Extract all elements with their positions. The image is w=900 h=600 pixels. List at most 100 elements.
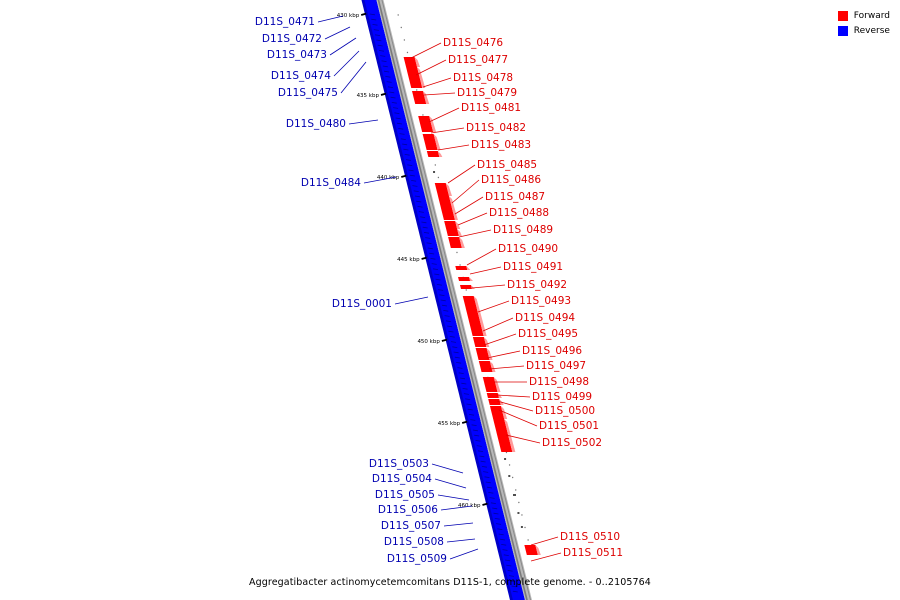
scale-tick	[482, 502, 488, 506]
forward-label-leader	[454, 196, 484, 215]
reverse-gene-boundary	[394, 112, 400, 114]
forward-gene-block-edge	[433, 134, 441, 150]
reverse-gene-label[interactable]: D11S_0480	[286, 118, 346, 130]
feature-dot	[521, 514, 523, 516]
reverse-gene-boundary	[434, 273, 440, 276]
forward-gene-label[interactable]: D11S_0485	[477, 159, 537, 171]
forward-gene-block-edge	[483, 337, 490, 347]
reverse-gene-boundary	[429, 252, 435, 255]
reverse-label-leader	[443, 522, 474, 527]
forward-gene-label[interactable]: D11S_0478	[453, 72, 513, 84]
forward-gene-label[interactable]: D11S_0500	[535, 405, 595, 417]
reverse-label-leader	[449, 548, 479, 560]
reverse-gene-boundary	[459, 377, 466, 380]
reverse-strand-track	[363, 0, 525, 600]
reverse-label-leader	[348, 119, 379, 125]
reverse-gene-label[interactable]: D11S_0471	[255, 16, 315, 28]
forward-gene-block	[434, 183, 449, 196]
reverse-label-leader	[329, 37, 357, 56]
reverse-gene-boundary	[371, 18, 377, 21]
reverse-gene-label[interactable]: D11S_0507	[381, 520, 441, 532]
reverse-gene-boundary	[403, 148, 409, 151]
reverse-gene-label[interactable]: D11S_0484	[301, 177, 361, 189]
reverse-gene-boundary	[511, 585, 517, 588]
forward-gene-label[interactable]: D11S_0488	[489, 207, 549, 219]
forward-gene-label[interactable]: D11S_0493	[511, 295, 571, 307]
reverse-gene-label[interactable]: D11S_0475	[278, 87, 338, 99]
reverse-gene-label[interactable]: D11S_0509	[387, 553, 447, 565]
scale-tick	[441, 338, 448, 342]
forward-gene-block	[462, 296, 484, 336]
forward-gene-label[interactable]: D11S_0483	[471, 139, 531, 151]
forward-gene-label[interactable]: D11S_0499	[532, 391, 592, 403]
forward-gene-label[interactable]: D11S_0489	[493, 224, 553, 236]
reverse-gene-label[interactable]: D11S_0505	[375, 489, 435, 501]
forward-gene-label[interactable]: D11S_0490	[498, 243, 558, 255]
reverse-gene-boundary	[486, 486, 493, 489]
forward-gene-label[interactable]: D11S_0497	[526, 360, 586, 372]
reverse-gene-boundary	[408, 169, 414, 172]
reverse-gene-boundary	[431, 263, 437, 265]
forward-gene-block	[444, 221, 458, 229]
reverse-gene-boundary	[378, 50, 385, 52]
forward-label-leader	[469, 266, 502, 275]
forward-gene-block-edge	[455, 221, 461, 229]
reverse-gene-boundary	[483, 471, 489, 473]
forward-label-leader	[428, 107, 460, 123]
reverse-gene-label[interactable]: D11S_0503	[369, 458, 429, 470]
forward-gene-label[interactable]: D11S_0494	[515, 312, 575, 324]
reverse-gene-label[interactable]: D11S_0473	[267, 49, 327, 61]
forward-gene-block	[475, 348, 490, 360]
forward-gene-label[interactable]: D11S_0496	[522, 345, 582, 357]
forward-gene-label[interactable]: D11S_0495	[518, 328, 578, 340]
reverse-gene-label[interactable]: D11S_0001	[332, 298, 392, 310]
forward-label-leader	[447, 164, 476, 184]
legend-reverse-label: Reverse	[853, 25, 890, 36]
reverse-gene-boundary	[409, 174, 415, 177]
forward-gene-label[interactable]: D11S_0501	[539, 420, 599, 432]
forward-gene-label[interactable]: D11S_0479	[457, 87, 517, 99]
reverse-gene-boundary	[443, 310, 449, 312]
reverse-gene-boundary	[373, 29, 379, 31]
reverse-gene-boundary	[499, 538, 505, 541]
forward-gene-label[interactable]: D11S_0477	[448, 54, 508, 66]
forward-gene-label[interactable]: D11S_0492	[507, 279, 567, 291]
forward-gene-label[interactable]: D11S_0476	[443, 37, 503, 49]
feature-dot	[397, 14, 399, 16]
forward-gene-label[interactable]: D11S_0482	[466, 122, 526, 134]
forward-gene-label[interactable]: D11S_0481	[461, 102, 521, 114]
forward-gene-label[interactable]: D11S_0502	[542, 437, 602, 449]
legend-reverse: Reverse	[837, 23, 890, 38]
reverse-gene-label[interactable]: D11S_0504	[372, 473, 432, 485]
feature-dot	[518, 501, 520, 504]
reverse-gene-label[interactable]: D11S_0508	[384, 536, 444, 548]
forward-gene-label[interactable]: D11S_0487	[485, 191, 545, 203]
reverse-gene-label[interactable]: D11S_0472	[262, 33, 322, 45]
genome-backbone	[361, 0, 532, 600]
reverse-gene-label[interactable]: D11S_0474	[271, 70, 331, 82]
forward-label-leader	[410, 42, 442, 59]
feature-dot	[505, 451, 508, 454]
forward-gene-label[interactable]: D11S_0491	[503, 261, 563, 273]
reverse-gene-boundary	[417, 206, 423, 208]
forward-gene-block-edge	[489, 361, 496, 372]
forward-gene-block-edge	[437, 151, 443, 157]
feature-dot	[515, 489, 517, 491]
scale-tick	[360, 12, 367, 16]
reverse-gene-boundary	[445, 320, 451, 322]
forward-gene-label[interactable]: D11S_0498	[529, 376, 589, 388]
reverse-label-leader	[434, 478, 467, 489]
reverse-gene-label[interactable]: D11S_0506	[378, 504, 438, 516]
reverse-gene-boundary	[449, 336, 455, 338]
forward-gene-label[interactable]: D11S_0510	[560, 531, 620, 543]
reverse-gene-boundary	[389, 91, 395, 94]
scale-tick	[461, 420, 468, 424]
scale-tick-label: 435 kbp	[357, 93, 380, 99]
forward-gene-label[interactable]: D11S_0511	[563, 547, 623, 559]
forward-gene-label[interactable]: D11S_0486	[481, 174, 541, 186]
reverse-gene-boundary	[414, 195, 421, 198]
forward-gene-block-edge	[466, 266, 471, 270]
reverse-gene-boundary	[510, 580, 516, 582]
feature-dot	[456, 251, 458, 254]
forward-label-leader	[496, 394, 531, 398]
